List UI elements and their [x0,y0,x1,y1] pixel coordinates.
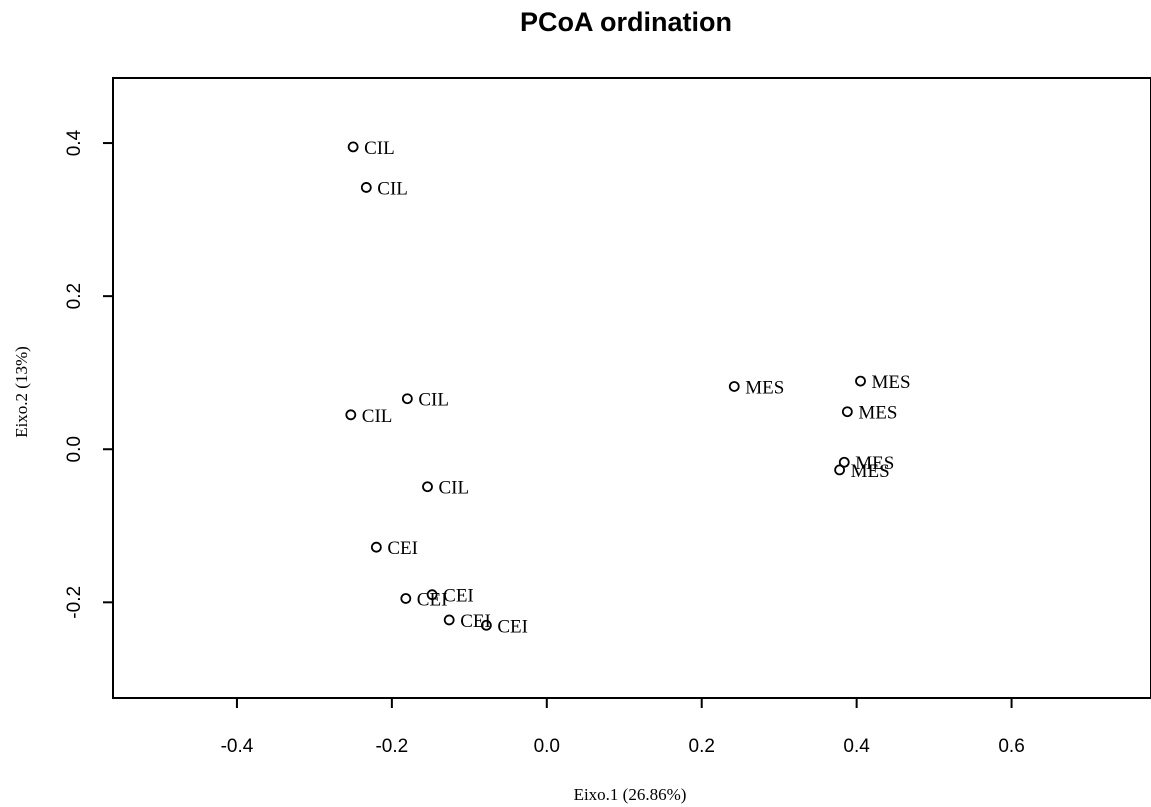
data-point [480,619,492,631]
data-point [728,381,740,392]
x-axis: -0.4 -0.2 0.0 0.2 0.4 0.6 [221,697,1025,757]
point-label: CIL [438,478,469,499]
point-label: CIL [418,390,449,411]
y-tick-label: 0.0 [64,436,85,462]
y-tick-label: 0.2 [64,283,85,309]
x-tick-label: -0.4 [221,736,254,757]
data-point [401,393,413,405]
point-label: MES [745,377,784,398]
point-label: CEI [387,538,418,559]
x-axis-title: Eixo.1 (26.86%) [574,785,687,804]
x-tick-label: -0.2 [375,736,408,757]
data-point [370,541,382,553]
data-point [400,593,412,604]
data-point [422,481,433,493]
plot-frame [112,77,1151,699]
point-label: MES [872,372,911,393]
chart-title: PCoA ordination [520,7,732,37]
point-label: CIL [364,138,395,159]
y-axis: -0.2 0.0 0.2 0.4 [64,129,114,619]
point-label: CEI [443,586,474,607]
data-point [360,182,372,193]
x-tick-label: 0.2 [689,736,715,757]
point-label: MES [858,403,897,424]
y-axis-title: Eixo.2 (13%) [12,346,31,438]
data-point [345,409,357,421]
point-label: MES [851,461,890,482]
data-point [347,141,359,153]
data-point [426,589,438,601]
point-label: CIL [377,178,408,199]
x-tick-label: 0.4 [843,736,870,757]
x-tick-label: 0.0 [534,736,560,757]
data-point [834,464,845,476]
data-point [841,406,853,418]
data-point [443,614,455,626]
data-point [838,456,850,468]
y-tick-label: -0.2 [64,586,85,619]
point-label: CEI [460,611,491,632]
point-label: MES [855,453,894,474]
data-point [855,375,866,387]
x-tick-label: 0.6 [998,736,1024,757]
point-label: CIL [362,406,393,427]
point-label: CEI [497,616,528,637]
y-tick-label: 0.4 [64,129,85,156]
